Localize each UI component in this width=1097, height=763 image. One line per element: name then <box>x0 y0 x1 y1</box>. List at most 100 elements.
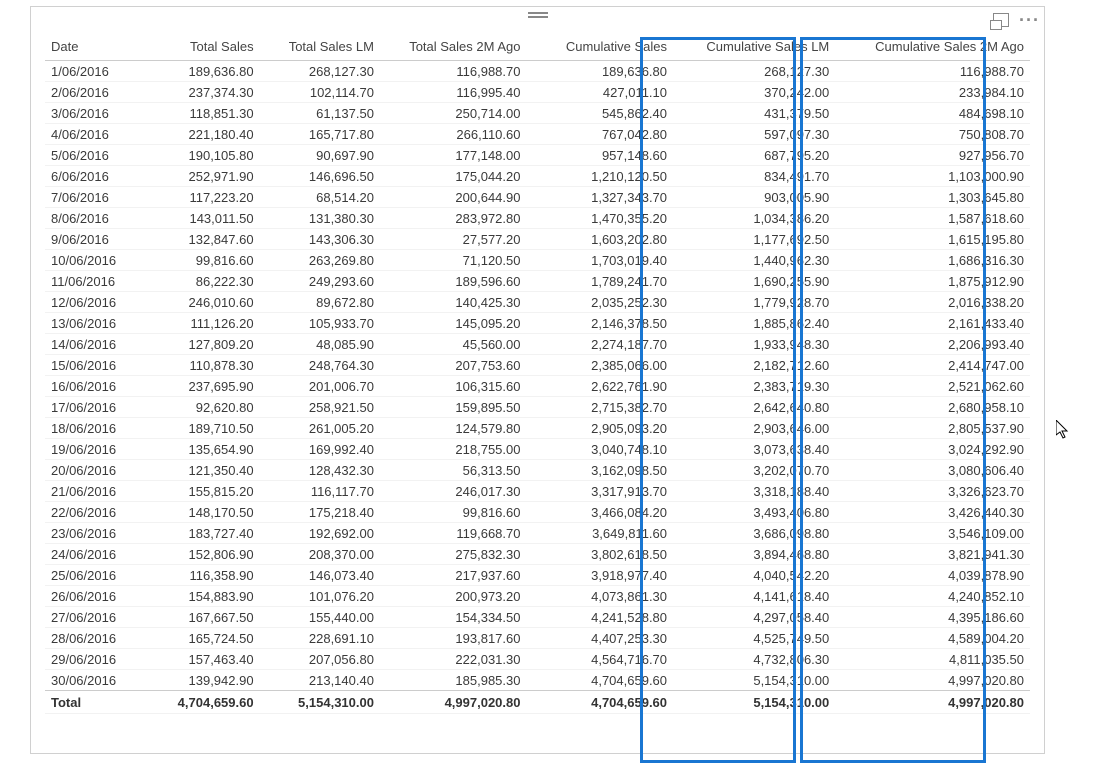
table-cell: 116,358.90 <box>139 565 259 586</box>
table-cell: 248,764.30 <box>260 355 380 376</box>
table-row[interactable]: 27/06/2016167,667.50155,440.00154,334.50… <box>45 607 1030 628</box>
table-cell: 71,120.50 <box>380 250 527 271</box>
table-row[interactable]: 9/06/2016132,847.60143,306.3027,577.201,… <box>45 229 1030 250</box>
table-row[interactable]: 7/06/2016117,223.2068,514.20200,644.901,… <box>45 187 1030 208</box>
col-header-date[interactable]: Date <box>45 37 139 61</box>
table-row[interactable]: 25/06/2016116,358.90146,073.40217,937.60… <box>45 565 1030 586</box>
table-cell: 169,992.40 <box>260 439 380 460</box>
table-row[interactable]: 21/06/2016155,815.20116,117.70246,017.30… <box>45 481 1030 502</box>
table-cell: 1,703,019.40 <box>526 250 673 271</box>
table-cell: 484,698.10 <box>835 103 1030 124</box>
table-cell: 213,140.40 <box>260 670 380 691</box>
table-cell: 201,006.70 <box>260 376 380 397</box>
table-total-cell: 4,704,659.60 <box>526 691 673 714</box>
table-row[interactable]: 4/06/2016221,180.40165,717.80266,110.607… <box>45 124 1030 145</box>
table-cell: 14/06/2016 <box>45 334 139 355</box>
table-cell: 116,995.40 <box>380 82 527 103</box>
table-cell: 3/06/2016 <box>45 103 139 124</box>
table-cell: 159,895.50 <box>380 397 527 418</box>
table-cell: 3,024,292.90 <box>835 439 1030 460</box>
table-cell: 28/06/2016 <box>45 628 139 649</box>
table-row[interactable]: 6/06/2016252,971.90146,696.50175,044.201… <box>45 166 1030 187</box>
table-cell: 92,620.80 <box>139 397 259 418</box>
table-cell: 1,177,692.50 <box>673 229 835 250</box>
table-cell: 252,971.90 <box>139 166 259 187</box>
table-row[interactable]: 12/06/2016246,010.6089,672.80140,425.302… <box>45 292 1030 313</box>
table-cell: 957,148.60 <box>526 145 673 166</box>
table-row[interactable]: 23/06/2016183,727.40192,692.00119,668.70… <box>45 523 1030 544</box>
table-cell: 165,724.50 <box>139 628 259 649</box>
table-cell: 4,525,749.50 <box>673 628 835 649</box>
col-header-total-sales-2m[interactable]: Total Sales 2M Ago <box>380 37 527 61</box>
table-row[interactable]: 14/06/2016127,809.2048,085.9045,560.002,… <box>45 334 1030 355</box>
table-cell: 268,127.30 <box>260 61 380 82</box>
table-row[interactable]: 1/06/2016189,636.80268,127.30116,988.701… <box>45 61 1030 82</box>
table-row[interactable]: 28/06/2016165,724.50228,691.10193,817.60… <box>45 628 1030 649</box>
table-cell: 90,697.90 <box>260 145 380 166</box>
table-cell: 2,385,066.00 <box>526 355 673 376</box>
table-row[interactable]: 15/06/2016110,878.30248,764.30207,753.60… <box>45 355 1030 376</box>
table-cell: 200,973.20 <box>380 586 527 607</box>
col-header-total-sales-lm[interactable]: Total Sales LM <box>260 37 380 61</box>
col-header-cum-sales-2m[interactable]: Cumulative Sales 2M Ago <box>835 37 1030 61</box>
table-cell: 4,297,058.40 <box>673 607 835 628</box>
table-cell: 177,148.00 <box>380 145 527 166</box>
table-cell: 545,862.40 <box>526 103 673 124</box>
table-row[interactable]: 22/06/2016148,170.50175,218.4099,816.603… <box>45 502 1030 523</box>
table-cell: 9/06/2016 <box>45 229 139 250</box>
table-row[interactable]: 13/06/2016111,126.20105,933.70145,095.20… <box>45 313 1030 334</box>
table-row[interactable]: 3/06/2016118,851.3061,137.50250,714.0054… <box>45 103 1030 124</box>
table-cell: 102,114.70 <box>260 82 380 103</box>
table-cell: 155,440.00 <box>260 607 380 628</box>
table-row[interactable]: 30/06/2016139,942.90213,140.40185,985.30… <box>45 670 1030 691</box>
table-cell: 221,180.40 <box>139 124 259 145</box>
table-cell: 131,380.30 <box>260 208 380 229</box>
table-cell: 189,710.50 <box>139 418 259 439</box>
table-cell: 15/06/2016 <box>45 355 139 376</box>
col-header-cum-sales-lm[interactable]: Cumulative Sales LM <box>673 37 835 61</box>
table-cell: 2,521,062.60 <box>835 376 1030 397</box>
table-cell: 233,984.10 <box>835 82 1030 103</box>
table-header-row: Date Total Sales Total Sales LM Total Sa… <box>45 37 1030 61</box>
table-cell: 5,154,310.00 <box>673 670 835 691</box>
table-row[interactable]: 16/06/2016237,695.90201,006.70106,315.60… <box>45 376 1030 397</box>
col-header-total-sales[interactable]: Total Sales <box>139 37 259 61</box>
table-cell: 3,326,623.70 <box>835 481 1030 502</box>
table-cell: 121,350.40 <box>139 460 259 481</box>
table-cell: 124,579.80 <box>380 418 527 439</box>
table-cell: 143,011.50 <box>139 208 259 229</box>
col-header-cum-sales[interactable]: Cumulative Sales <box>526 37 673 61</box>
table-cell: 1,779,928.70 <box>673 292 835 313</box>
table-cell: 1,303,645.80 <box>835 187 1030 208</box>
focus-mode-icon[interactable] <box>993 13 1009 27</box>
table-row[interactable]: 10/06/201699,816.60263,269.8071,120.501,… <box>45 250 1030 271</box>
more-options-icon[interactable]: ··· <box>1019 15 1040 25</box>
table-cell: 13/06/2016 <box>45 313 139 334</box>
table-row[interactable]: 26/06/2016154,883.90101,076.20200,973.20… <box>45 586 1030 607</box>
table-row[interactable]: 20/06/2016121,350.40128,432.3056,313.503… <box>45 460 1030 481</box>
table-row[interactable]: 19/06/2016135,654.90169,992.40218,755.00… <box>45 439 1030 460</box>
table-cell: 4,073,861.30 <box>526 586 673 607</box>
table-scroll-area[interactable]: Date Total Sales Total Sales LM Total Sa… <box>45 37 1030 745</box>
table-row[interactable]: 5/06/2016190,105.8090,697.90177,148.0095… <box>45 145 1030 166</box>
table-row[interactable]: 11/06/201686,222.30249,293.60189,596.601… <box>45 271 1030 292</box>
table-row[interactable]: 17/06/201692,620.80258,921.50159,895.502… <box>45 397 1030 418</box>
table-cell: 24/06/2016 <box>45 544 139 565</box>
table-row[interactable]: 18/06/2016189,710.50261,005.20124,579.80… <box>45 418 1030 439</box>
drag-handle[interactable] <box>524 11 552 19</box>
table-row[interactable]: 2/06/2016237,374.30102,114.70116,995.404… <box>45 82 1030 103</box>
table-row[interactable]: 24/06/2016152,806.90208,370.00275,832.30… <box>45 544 1030 565</box>
table-cell: 4,732,806.30 <box>673 649 835 670</box>
table-cell: 4/06/2016 <box>45 124 139 145</box>
table-cell: 1,690,255.90 <box>673 271 835 292</box>
table-cell: 217,937.60 <box>380 565 527 586</box>
table-cell: 22/06/2016 <box>45 502 139 523</box>
table-row[interactable]: 8/06/2016143,011.50131,380.30283,972.801… <box>45 208 1030 229</box>
table-cell: 4,997,020.80 <box>835 670 1030 691</box>
table-cell: 189,636.80 <box>526 61 673 82</box>
table-cell: 200,644.90 <box>380 187 527 208</box>
table-cell: 427,011.10 <box>526 82 673 103</box>
table-cell: 45,560.00 <box>380 334 527 355</box>
table-row[interactable]: 29/06/2016157,463.40207,056.80222,031.30… <box>45 649 1030 670</box>
table-cell: 4,811,035.50 <box>835 649 1030 670</box>
